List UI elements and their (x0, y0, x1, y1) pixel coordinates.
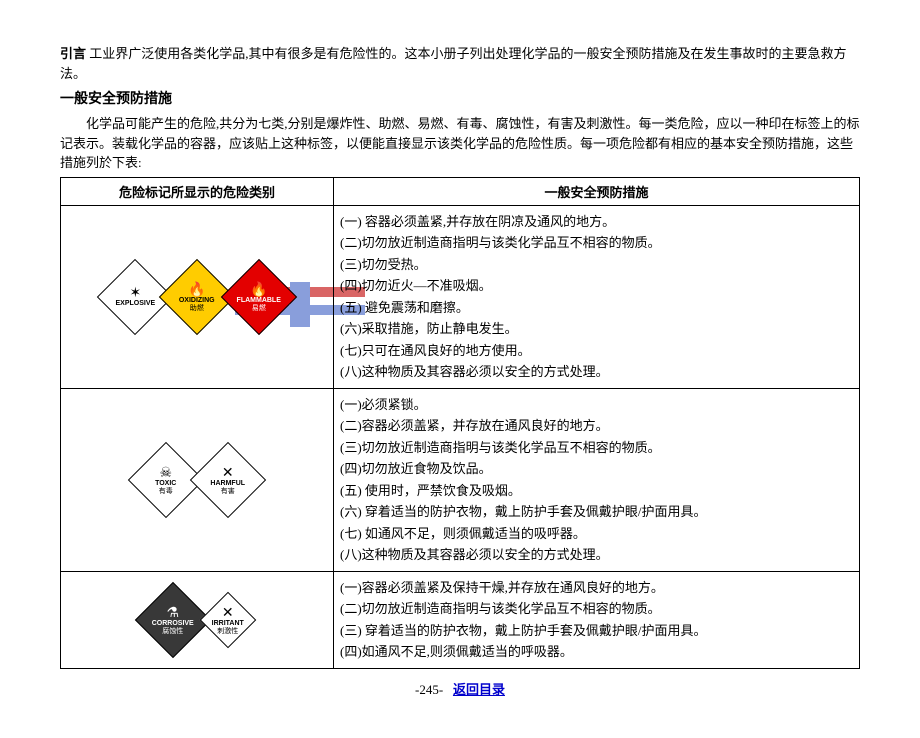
measure-item: (四)切勿近火—不准吸烟。 (340, 276, 853, 296)
measures-cell: (一) 容器必须盖紧,并存放在阴凉及通风的地方。(二)切勿放近制造商指明与该类化… (334, 205, 860, 388)
measure-item: (四)切勿放近食物及饮品。 (340, 459, 853, 479)
measures-cell: (一)容器必须盖紧及保持干燥,并存放在通风良好的地方。(二)切勿放近制造商指明与… (334, 571, 860, 668)
measure-item: (五) 避免震荡和磨擦。 (340, 298, 853, 318)
measure-item: (三)切勿放近制造商指明与该类化学品互不相容的物质。 (340, 438, 853, 458)
measure-item: (八)这种物质及其容器必须以安全的方式处理。 (340, 362, 853, 382)
measure-item: (三)切勿受热。 (340, 255, 853, 275)
measure-item: (七)只可在通风良好的地方使用。 (340, 341, 853, 361)
intro-text: 工业界广泛使用各类化学品,其中有很多是有危险性的。这本小册子列出处理化学品的一般… (60, 46, 847, 81)
hazard-diamond-icon: ✕IRRITANT刺激性 (200, 591, 257, 648)
intro-paragraph: 引言 工业界广泛使用各类化学品,其中有很多是有危险性的。这本小册子列出处理化学品… (60, 44, 860, 83)
hazard-icons-cell: ✶EXPLOSIVE🔥OXIDIZING助燃🔥FLAMMABLE易燃 (61, 205, 334, 388)
page-footer: -245- 返回目录 (60, 679, 860, 698)
hazard-diamond-icon: 🔥FLAMMABLE易燃 (221, 258, 297, 334)
page-number: -245- (415, 682, 443, 697)
measure-item: (四)如通风不足,则须佩戴适当的呼吸器。 (340, 642, 853, 662)
measure-item: (三) 穿着适当的防护衣物，戴上防护手套及佩戴护眼/护面用具。 (340, 621, 853, 641)
table-header-measures: 一般安全预防措施 (334, 177, 860, 205)
measure-item: (六)采取措施，防止静电发生。 (340, 319, 853, 339)
section-title: 一般安全预防措施 (60, 89, 860, 110)
table-row: ☠TOXIC有毒✕HARMFUL有害(一)必须紧锁。(二)容器必须盖紧，并存放在… (61, 388, 860, 571)
hazard-icons-cell: ☠TOXIC有毒✕HARMFUL有害 (61, 388, 334, 571)
measure-item: (六) 穿着适当的防护衣物，戴上防护手套及佩戴护眼/护面用具。 (340, 502, 853, 522)
hazard-diamond-icon: ✕HARMFUL有害 (190, 441, 266, 517)
measure-item: (二)容器必须盖紧，并存放在通风良好的地方。 (340, 416, 853, 436)
table-header-category: 危险标记所显示的危险类别 (61, 177, 334, 205)
measure-item: (七) 如通风不足，则须佩戴适当的吸呼器。 (340, 524, 853, 544)
intro-label: 引言 (60, 46, 86, 61)
hazard-table: 危险标记所显示的危险类别 一般安全预防措施 ✶EXPLOSIVE🔥OXIDIZI… (60, 177, 860, 669)
hazard-icons-cell: ⚗CORROSIVE腐蚀性✕IRRITANT刺激性 (61, 571, 334, 668)
measure-item: (八)这种物质及其容器必须以安全的方式处理。 (340, 545, 853, 565)
section-paragraph: 化学品可能产生的危险,共分为七类,分别是爆炸性、助燃、易燃、有毒、腐蚀性，有害及… (60, 114, 860, 173)
table-row: ⚗CORROSIVE腐蚀性✕IRRITANT刺激性(一)容器必须盖紧及保持干燥,… (61, 571, 860, 668)
table-row: ✶EXPLOSIVE🔥OXIDIZING助燃🔥FLAMMABLE易燃(一) 容器… (61, 205, 860, 388)
measure-item: (一)必须紧锁。 (340, 395, 853, 415)
measure-item: (五) 使用时，严禁饮食及吸烟。 (340, 481, 853, 501)
back-to-toc-link[interactable]: 返回目录 (453, 682, 505, 697)
measure-item: (一) 容器必须盖紧,并存放在阴凉及通风的地方。 (340, 212, 853, 232)
measure-item: (二)切勿放近制造商指明与该类化学品互不相容的物质。 (340, 599, 853, 619)
measure-item: (二)切勿放近制造商指明与该类化学品互不相容的物质。 (340, 233, 853, 253)
measures-cell: (一)必须紧锁。(二)容器必须盖紧，并存放在通风良好的地方。(三)切勿放近制造商… (334, 388, 860, 571)
measure-item: (一)容器必须盖紧及保持干燥,并存放在通风良好的地方。 (340, 578, 853, 598)
